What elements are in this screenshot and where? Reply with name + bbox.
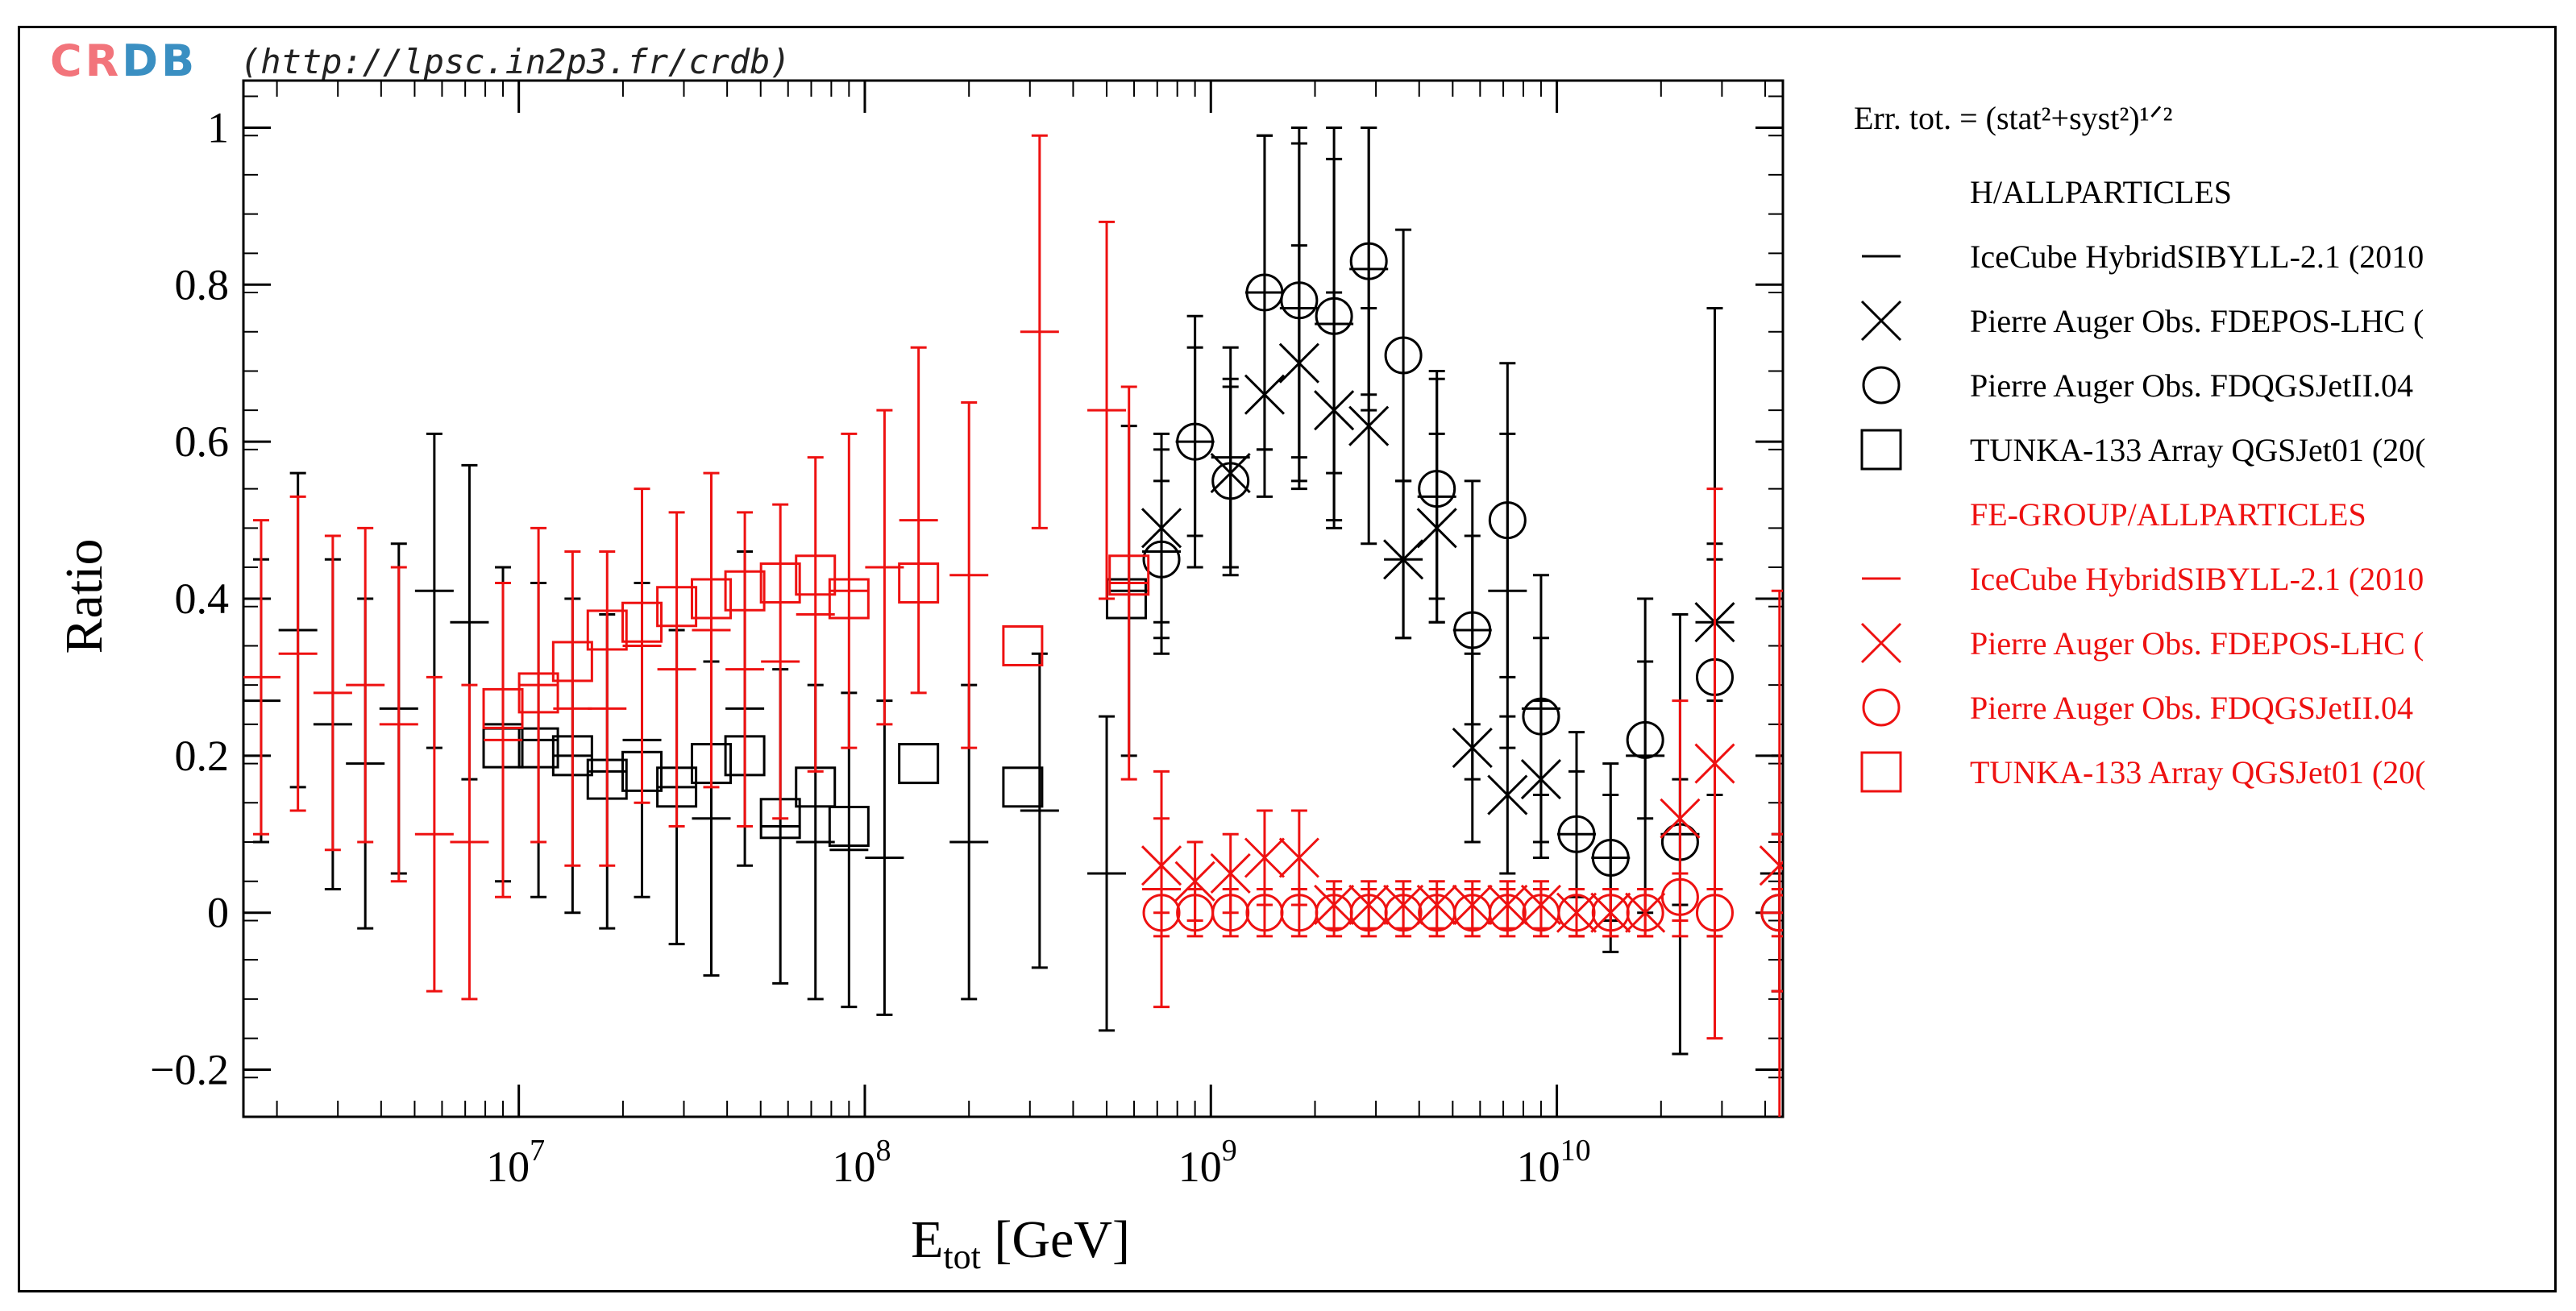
data-point — [1210, 853, 1251, 894]
data-point — [1176, 422, 1215, 461]
legend-entry: Pierre Auger Obs. FDQGSJetII.04 — [1970, 690, 2413, 726]
data-point — [1759, 845, 1783, 886]
data-point — [1557, 815, 1596, 853]
data-point — [1487, 774, 1528, 815]
data-point — [1211, 894, 1250, 932]
data-point — [1315, 297, 1353, 335]
data-point — [656, 586, 698, 628]
legend-entry: IceCube HybridSIBYLL-2.1 (2010 — [1970, 239, 2424, 275]
y-tick-label: −0.2 — [150, 1046, 229, 1094]
series-5 — [1141, 487, 1783, 1117]
series-0 — [243, 126, 1783, 1056]
data-point — [724, 570, 766, 612]
x-tick-label: 108 — [832, 1134, 891, 1191]
data-point — [517, 672, 559, 714]
data-point — [759, 562, 801, 604]
plot-area-frame — [242, 79, 1785, 1118]
data-point — [1760, 894, 1783, 932]
data-point — [1280, 281, 1319, 320]
figure-frame — [18, 26, 2557, 1292]
plot-marks — [243, 126, 1783, 1117]
x-tick-label: 109 — [1178, 1134, 1237, 1191]
legend-entry: TUNKA-133 Array QGSJet01 (20( — [1970, 432, 2425, 468]
data-point — [1142, 540, 1181, 579]
data-point — [1384, 894, 1423, 932]
data-point — [1278, 837, 1319, 878]
data-point — [1002, 766, 1044, 808]
data-point — [1453, 611, 1492, 649]
series-6 — [1142, 872, 1783, 938]
y-tick-label: 0.4 — [175, 575, 230, 623]
data-point — [1174, 861, 1215, 902]
data-point — [828, 806, 870, 848]
data-point — [586, 609, 628, 651]
legend-entry: IceCube HybridSIBYLL-2.1 (2010 — [1970, 561, 2424, 597]
legend-group-title: H/ALLPARTICLES — [1970, 174, 2232, 210]
data-point — [1244, 837, 1286, 878]
crdb-logo: CRDB — [50, 35, 197, 86]
data-point — [1211, 462, 1250, 500]
data-point — [1522, 697, 1560, 736]
y-tick-label: 0 — [207, 889, 229, 937]
data-point — [1452, 728, 1493, 769]
data-point — [828, 578, 870, 620]
data-point — [1626, 894, 1664, 932]
data-point — [795, 554, 837, 596]
y-axis-label: Ratio — [55, 539, 114, 654]
legend-entry: Pierre Auger Obs. FDQGSJetII.04 — [1970, 367, 2413, 404]
plot-axes: −0.2 0 0.2 0.4 0.6 0.8 1 107 108 109 1010 Etot [GeV… — [55, 79, 1785, 1276]
legend-entry: TUNKA-133 Array QGSJet01 (20( — [1970, 754, 2425, 790]
data-point — [1660, 877, 1699, 916]
legend-entry: Pierre Auger Obs. FDEPOS-LHC ( — [1970, 625, 2424, 662]
legend-group-title: FE-GROUP/ALLPARTICLES — [1970, 496, 2366, 533]
logo-part-2: DB — [122, 35, 198, 86]
data-point — [1557, 894, 1596, 932]
data-point — [1348, 405, 1390, 446]
legend-marker — [1860, 429, 1902, 471]
data-point — [1141, 845, 1182, 886]
legend-marker — [1862, 688, 1901, 727]
legend-header: Err. tot. = (stat²+syst²)¹ᐟ² — [1854, 100, 2173, 136]
logo-part-1: CR — [50, 35, 123, 86]
data-point — [551, 641, 593, 682]
data-point — [1591, 839, 1630, 877]
data-point — [621, 601, 663, 643]
legend-marker — [1862, 366, 1901, 405]
data-point — [1142, 894, 1181, 932]
legend-marker — [1860, 300, 1902, 342]
data-point — [1694, 743, 1735, 784]
data-point — [1108, 554, 1150, 596]
y-tick-label: 1 — [207, 103, 229, 151]
y-tick-label: 0.2 — [175, 732, 230, 780]
y-tick-label: 0.6 — [175, 417, 230, 466]
data-point — [1418, 470, 1456, 508]
legend-entry: Pierre Auger Obs. FDEPOS-LHC ( — [1970, 303, 2424, 339]
legend: Err. tot. = (stat²+syst²)¹ᐟ² H/ALLPARTICL… — [1854, 100, 2425, 793]
series-4 — [243, 134, 1783, 1009]
legend-marker — [1860, 751, 1902, 793]
legend-marker — [1860, 622, 1902, 664]
data-point — [1349, 242, 1388, 280]
data-point — [1383, 539, 1424, 580]
data-point — [1488, 894, 1527, 932]
data-point — [1626, 720, 1664, 759]
data-point — [898, 562, 940, 604]
data-point — [482, 687, 524, 729]
data-point — [690, 578, 732, 620]
x-tick-label: 107 — [486, 1134, 545, 1191]
y-tick-label: 0.8 — [175, 260, 230, 309]
data-point — [1488, 501, 1527, 540]
series-7 — [482, 554, 1150, 729]
source-url: (http://lpsc.in2p3.fr/crdb) — [240, 42, 791, 81]
data-point — [1384, 336, 1423, 375]
data-point — [898, 743, 940, 785]
data-point — [1002, 624, 1044, 666]
data-point — [1660, 798, 1701, 839]
x-tick-label: 1010 — [1517, 1134, 1591, 1191]
x-axis-label: Etot [GeV] — [911, 1210, 1130, 1276]
data-point — [1695, 894, 1734, 932]
